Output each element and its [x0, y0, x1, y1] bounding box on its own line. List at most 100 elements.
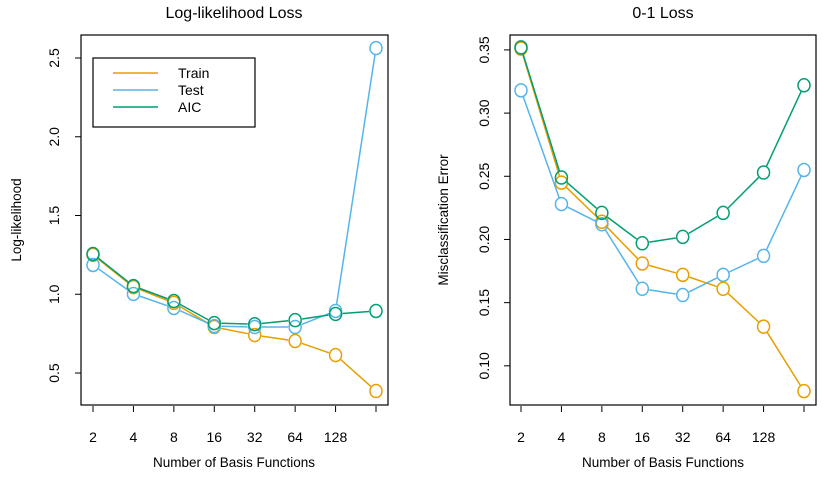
series-segment-test [729, 258, 758, 273]
plot-frame [80, 34, 389, 406]
y-axis-label: Log-likelihood [9, 178, 24, 261]
log-likelihood-panel: Log-likelihood Loss 0.5 1.0 1.5 2.0 2.5 2 4 8 1… [9, 5, 389, 470]
data-point-test [716, 267, 730, 283]
series-segment-test [522, 96, 560, 198]
x-tick-label: 8 [170, 429, 178, 445]
data-point-test [595, 217, 609, 232]
data-point-test [167, 300, 181, 316]
x-tick-label: 2 [89, 429, 97, 445]
y-tick-label: 0.35 [476, 36, 492, 63]
data-point-test [675, 287, 690, 303]
data-point-test [288, 319, 302, 335]
zero-one-loss-panel: 0-1 Loss 0.10 0.15 0.20 0.25 0.30 0.35 2 4 8 16 3… [436, 5, 817, 470]
series-segment-aic [522, 53, 561, 172]
series-aic [514, 40, 811, 251]
series-segment-aic [261, 320, 289, 325]
legend-box [92, 57, 256, 128]
series-segment-train [689, 276, 717, 288]
x-tick-label: 32 [675, 429, 691, 445]
data-point-train [756, 319, 771, 334]
series-segment-train [340, 359, 372, 387]
series-segment-test [765, 175, 802, 250]
series-segment-aic [649, 237, 676, 243]
data-point-test [86, 257, 100, 273]
y-tick-label: 2.0 [46, 127, 62, 147]
x-tick-label: 64 [287, 429, 303, 445]
data-point-train [369, 383, 383, 399]
series-segment-test [335, 54, 376, 305]
y-tick-label: 1.5 [46, 206, 62, 226]
x-axis-label: Number of Basis Functions [582, 455, 744, 470]
legend-label-aic: AIC [178, 99, 201, 115]
y-tick-label: 2.5 [46, 48, 62, 68]
series-segment-aic [688, 215, 718, 235]
series-segment-train [301, 342, 330, 354]
data-point-aic [207, 315, 222, 331]
series-segment-train [648, 264, 677, 274]
series-segment-aic [607, 216, 638, 240]
data-point-test [126, 286, 141, 302]
series-segment-train [221, 327, 248, 335]
y-axis: 0.5 1.0 1.5 2.0 2.5 [46, 48, 81, 383]
data-point-aic [369, 303, 383, 319]
data-point-aic [716, 205, 730, 221]
y-axis-label: Misclassification Error [436, 154, 451, 286]
x-tick-label: 16 [634, 429, 650, 445]
x-tick-label: 2 [517, 429, 525, 445]
series-segment-train [98, 258, 129, 284]
chart-title: Log-likelihood Loss [166, 5, 303, 22]
series-segment-aic [179, 303, 209, 321]
series-segment-train [766, 332, 801, 386]
legend-label-train: Train [178, 65, 209, 81]
plot-frame [509, 34, 817, 406]
data-point-train [247, 327, 262, 343]
series-segment-test [604, 229, 640, 284]
series-segment-train [565, 186, 598, 218]
x-tick-label: 8 [598, 429, 606, 445]
y-tick-label: 0.25 [476, 162, 492, 189]
data-point-train [797, 383, 811, 399]
data-point-aic [797, 78, 811, 93]
y-tick-label: 0.5 [46, 363, 62, 383]
series-aic [86, 246, 383, 332]
series-segment-aic [301, 314, 329, 320]
data-point-test [369, 40, 383, 56]
series-segment-aic [221, 322, 248, 325]
series-train [514, 41, 811, 399]
y-tick-label: 1.0 [46, 284, 62, 304]
series-segment-test [567, 206, 596, 222]
series-segment-test [179, 310, 209, 324]
series-segment-aic [566, 181, 598, 209]
data-point-test [635, 281, 650, 296]
x-tick-label: 128 [324, 429, 348, 445]
y-axis: 0.10 0.15 0.20 0.25 0.30 0.35 [476, 36, 510, 379]
legend: Train Test AIC [92, 57, 256, 128]
series-segment-aic [342, 310, 370, 315]
data-point-aic [514, 40, 528, 55]
data-point-train [635, 256, 650, 271]
x-axis: 2 4 8 16 32 64 128 [89, 406, 377, 445]
series-segment-aic [765, 91, 802, 167]
data-point-aic [635, 236, 650, 251]
series-segment-train [261, 335, 289, 341]
x-tick-label: 64 [715, 429, 731, 445]
y-tick-label: 0.10 [476, 352, 492, 379]
series-layer [86, 40, 383, 399]
y-tick-label: 0.30 [476, 99, 492, 126]
data-point-train [716, 281, 730, 296]
series-segment-test [688, 277, 718, 293]
data-point-test [514, 83, 528, 98]
series-segment-train [727, 292, 759, 323]
series-segment-test [649, 289, 676, 295]
data-point-aic [554, 170, 569, 185]
series-segment-test [98, 268, 129, 291]
data-point-aic [675, 229, 690, 245]
series-segment-train [606, 226, 638, 259]
y-tick-label: 0.15 [476, 289, 492, 316]
data-point-test [756, 248, 771, 264]
x-tick-label: 4 [130, 429, 138, 445]
series-segment-aic [727, 176, 760, 209]
data-point-aic [328, 306, 343, 322]
x-axis: 2 4 8 16 32 64 128 [517, 406, 805, 445]
